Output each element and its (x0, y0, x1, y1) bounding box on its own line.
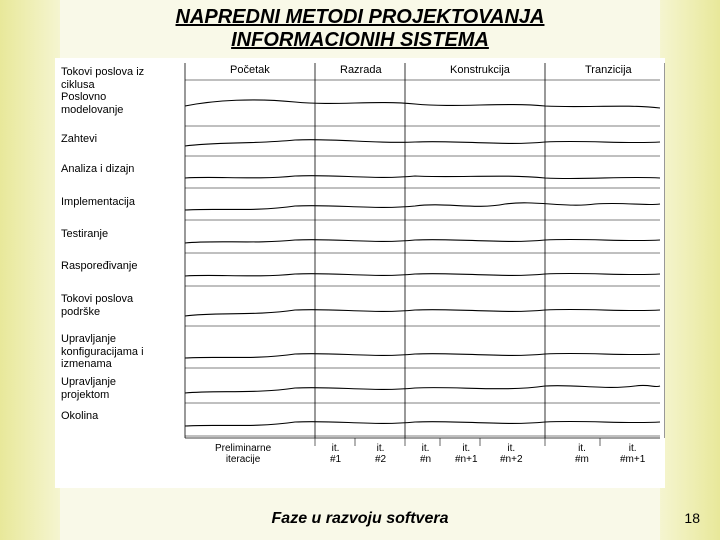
workflow-label: Tokovi poslovapodrške (61, 293, 181, 318)
workflow-label: Upravljanjeprojektom (61, 376, 181, 401)
phase-label: Tranzicija (585, 64, 632, 76)
workflow-label: Zahtevi (61, 133, 181, 146)
iteration-label: it.#1 (330, 443, 341, 465)
phase-label: Početak (230, 64, 270, 76)
workflow-label: Testiranje (61, 228, 181, 241)
caption: Faze u razvoju softvera (0, 510, 720, 528)
workflow-label: Implementacija (61, 196, 181, 209)
iteration-label: Preliminarneiteracije (215, 443, 271, 465)
title-line-1: NAPREDNI METODI PROJEKTOVANJA (176, 6, 545, 28)
diagram-svg (55, 58, 665, 488)
workflow-label: Tokovi poslova izciklusaPoslovnomodelova… (61, 66, 181, 117)
iteration-label: it.#n+2 (500, 443, 523, 465)
workflow-label: Analiza i dizajn (61, 163, 181, 176)
iteration-label: it.#2 (375, 443, 386, 465)
workflow-label: Okolina (61, 410, 181, 423)
slide-title: NAPREDNI METODI PROJEKTOVANJA INFORMACIO… (0, 0, 720, 52)
iteration-label: it.#n (420, 443, 431, 465)
workflow-label: Raspoređivanje (61, 260, 181, 273)
phase-label: Konstrukcija (450, 64, 510, 76)
workflow-label: Upravljanjekonfiguracijama iizmenama (61, 333, 181, 371)
phase-label: Razrada (340, 64, 382, 76)
iteration-label: it.#m+1 (620, 443, 645, 465)
iteration-label: it.#m (575, 443, 589, 465)
iteration-label: it.#n+1 (455, 443, 478, 465)
rup-diagram: Početak Razrada Konstrukcija Tranzicija Tok… (55, 58, 665, 488)
page-number: 18 (684, 510, 700, 526)
title-line-2: INFORMACIONIH SISTEMA (231, 29, 489, 51)
